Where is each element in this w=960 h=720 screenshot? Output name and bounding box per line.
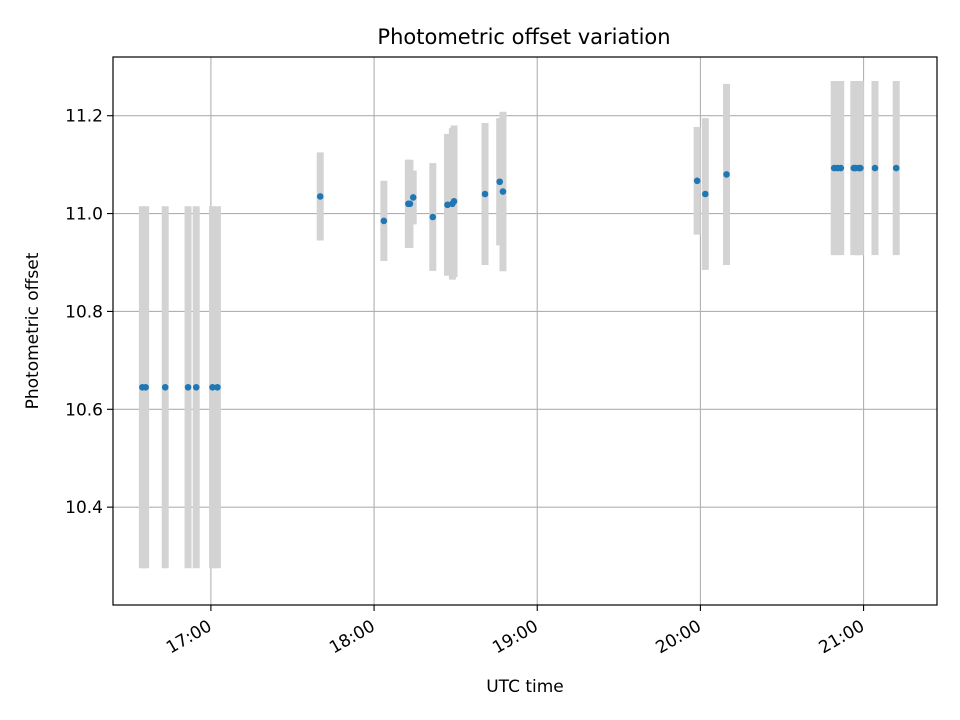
data-point (142, 383, 149, 391)
data-point (723, 171, 730, 178)
data-point (380, 217, 388, 225)
data-points (139, 164, 900, 391)
data-point (214, 383, 221, 391)
x-axis-label: UTC time (486, 677, 564, 697)
data-point (496, 178, 504, 186)
data-point (444, 201, 451, 209)
y-tick-label: 11.0 (65, 205, 103, 225)
data-point (693, 177, 701, 185)
y-axis-ticks: 10.4 10.6 10.8 11.0 11.2 (65, 107, 113, 518)
data-point (406, 200, 414, 208)
data-point (409, 194, 417, 201)
data-point (892, 164, 900, 172)
data-point (192, 383, 200, 391)
x-tick-label: 20:00 (652, 616, 704, 658)
y-tick-label: 10.6 (65, 400, 103, 420)
data-point (209, 383, 216, 391)
x-tick-label: 21:00 (816, 616, 868, 658)
data-point (450, 198, 458, 205)
data-point (184, 383, 192, 391)
x-tick-label: 18:00 (326, 616, 378, 658)
y-tick-label: 10.4 (65, 498, 103, 518)
data-point (837, 164, 845, 172)
data-point (857, 164, 864, 172)
data-point (499, 188, 507, 195)
x-tick-label: 17:00 (163, 616, 215, 658)
x-axis-ticks: 17:00 18:00 19:00 20:00 21:00 (163, 605, 868, 658)
data-point (429, 213, 437, 221)
data-point (316, 193, 324, 200)
data-point (481, 190, 489, 198)
y-tick-label: 11.2 (65, 107, 103, 127)
grid (113, 57, 937, 605)
data-point (871, 164, 879, 172)
plot-frame (112, 56, 938, 606)
x-tick-label: 19:00 (489, 616, 541, 658)
data-point (702, 190, 709, 198)
error-bars (138, 80, 900, 569)
chart-title: Photometric offset variation (377, 25, 670, 49)
y-axis-label: Photometric offset (23, 252, 43, 409)
y-tick-label: 10.8 (65, 302, 103, 322)
data-point (161, 383, 169, 391)
